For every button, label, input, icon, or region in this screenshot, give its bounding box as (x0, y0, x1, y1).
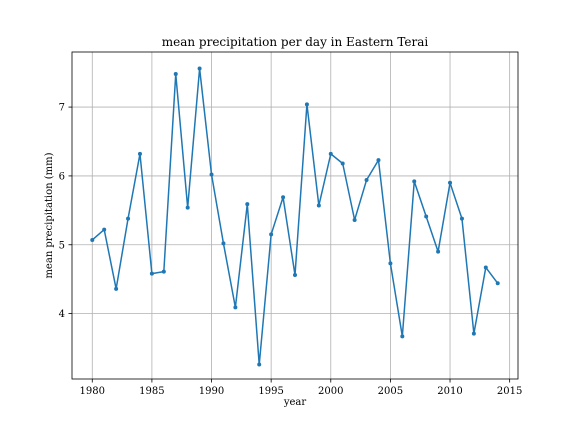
data-point (257, 363, 261, 367)
data-point (269, 232, 273, 236)
plot-frame (72, 52, 518, 379)
data-point (174, 72, 178, 76)
y-axis-label: mean precipitation (mm) (44, 152, 55, 278)
data-point (317, 204, 321, 208)
data-point (233, 305, 237, 309)
x-tick-label: 2015 (497, 386, 522, 397)
x-tick-label: 1980 (80, 386, 105, 397)
x-tick-label: 2010 (437, 386, 462, 397)
y-tick-label: 7 (59, 103, 65, 114)
data-point (210, 173, 214, 177)
data-point (472, 332, 476, 336)
x-axis: 1980 1985 1990 1995 2000 2005 2010 2015 (80, 379, 523, 397)
data-point (484, 265, 488, 269)
chart-title: mean precipitation per day in Eastern Te… (162, 35, 429, 49)
y-axis: 4 5 6 7 (59, 103, 72, 321)
x-tick-label: 1985 (139, 386, 164, 397)
data-point (341, 162, 345, 166)
data-point (388, 261, 392, 265)
data-point (353, 218, 357, 222)
series-line (92, 69, 497, 365)
data-point (329, 152, 333, 156)
data-point (424, 215, 428, 219)
x-tick-label: 1995 (258, 386, 283, 397)
y-tick-label: 5 (59, 240, 65, 251)
data-point (138, 152, 142, 156)
data-point (90, 238, 94, 242)
data-point (281, 195, 285, 199)
data-point (448, 181, 452, 185)
x-axis-label: year (283, 397, 307, 408)
data-point (114, 287, 118, 291)
grid (72, 52, 518, 379)
data-point (400, 334, 404, 338)
data-point (412, 179, 416, 183)
data-point (162, 270, 166, 274)
data-point (150, 272, 154, 276)
data-point (126, 217, 130, 221)
data-point (102, 228, 106, 232)
data-point (365, 178, 369, 182)
data-point (376, 158, 380, 162)
x-tick-label: 1990 (199, 386, 224, 397)
data-point (221, 241, 225, 245)
x-tick-label: 2000 (318, 386, 343, 397)
y-tick-label: 6 (59, 171, 65, 182)
x-tick-label: 2005 (378, 386, 403, 397)
data-point (436, 250, 440, 254)
data-point (293, 273, 297, 277)
data-point (496, 281, 500, 285)
data-point (460, 217, 464, 221)
y-tick-label: 4 (59, 309, 65, 320)
data-point (305, 102, 309, 106)
data-point (245, 202, 249, 206)
data-point (198, 67, 202, 71)
data-point (186, 206, 190, 210)
